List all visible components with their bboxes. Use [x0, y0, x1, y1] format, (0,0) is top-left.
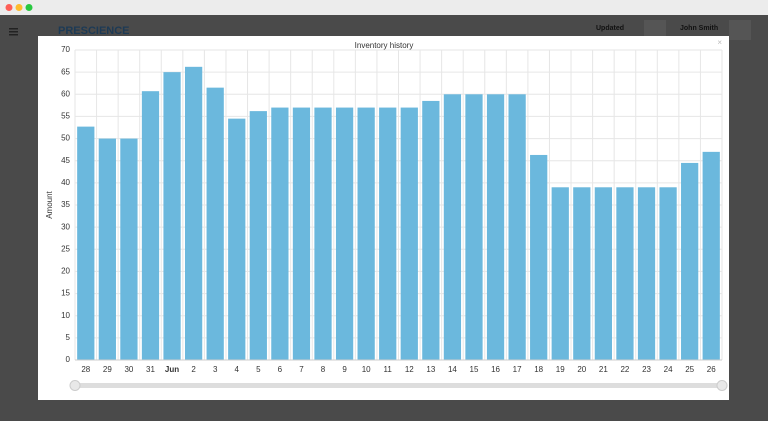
x-tick-label: 18 — [534, 365, 543, 374]
min-dot[interactable] — [15, 4, 23, 11]
x-tick-label: 24 — [664, 365, 673, 374]
x-tick-label: 7 — [299, 365, 304, 374]
scroll-handle-right[interactable] — [716, 380, 728, 391]
scrollbar[interactable] — [75, 383, 722, 388]
x-tick-label: 4 — [235, 365, 240, 374]
brand: PRESCIENCE — [58, 25, 130, 37]
x-tick-label: 31 — [146, 365, 155, 374]
y-tick-label: 60 — [61, 89, 70, 98]
bar — [681, 162, 699, 360]
bar — [530, 154, 548, 360]
x-tick-label: 19 — [556, 365, 565, 374]
x-tick-label: 13 — [426, 365, 435, 374]
bar — [637, 187, 656, 360]
y-tick-label: 65 — [61, 67, 70, 76]
bar — [249, 111, 267, 360]
bar — [551, 187, 569, 360]
y-tick-label: 70 — [61, 45, 70, 54]
x-tick-label: 26 — [707, 365, 716, 374]
user-name: John Smith — [680, 25, 718, 32]
y-tick-label: 45 — [61, 156, 70, 165]
y-tick-label: 55 — [61, 112, 70, 121]
bar — [594, 187, 613, 360]
x-tick-label: 20 — [577, 365, 586, 374]
y-tick-label: 15 — [61, 289, 70, 298]
max-dot[interactable] — [25, 4, 33, 11]
y-tick-label: 25 — [61, 244, 70, 253]
chart-title: Inventory history — [355, 41, 414, 50]
bar — [702, 151, 720, 360]
x-tick-label: 23 — [642, 365, 651, 374]
bar — [486, 94, 505, 361]
x-tick-label: 15 — [470, 365, 479, 374]
bar — [163, 72, 181, 361]
x-tick-label: 28 — [81, 365, 90, 374]
x-tick-label: 3 — [213, 365, 218, 374]
avatar[interactable] — [729, 20, 751, 40]
x-tick-label: 6 — [278, 365, 283, 374]
bar — [120, 138, 138, 360]
y-tick-label: 0 — [66, 355, 71, 364]
x-tick-label: 2 — [191, 365, 196, 374]
y-tick-label: 5 — [66, 333, 71, 342]
bar — [141, 91, 160, 360]
bar — [335, 107, 354, 360]
scroll-handle-left[interactable] — [69, 380, 81, 391]
x-tick-label: 10 — [362, 365, 371, 374]
x-tick-label: Jun — [165, 365, 179, 374]
status: Updated — [596, 25, 624, 32]
y-axis-label: Amount — [45, 190, 54, 218]
bar — [443, 94, 462, 361]
bar — [379, 107, 397, 360]
bar — [206, 87, 224, 361]
y-tick-label: 35 — [61, 200, 70, 209]
bar — [422, 100, 440, 360]
bar — [77, 126, 95, 360]
x-tick-label: 25 — [685, 365, 694, 374]
bar — [465, 94, 483, 361]
menu-icon[interactable] — [9, 28, 18, 36]
close-dot[interactable] — [5, 4, 13, 11]
bar — [292, 107, 311, 360]
x-tick-label: 21 — [599, 365, 608, 374]
bar — [228, 118, 246, 361]
x-tick-label: 5 — [256, 365, 261, 374]
bar — [573, 187, 591, 360]
x-tick-label: 29 — [103, 365, 112, 374]
x-tick-label: 17 — [513, 365, 522, 374]
x-tick-label: 8 — [321, 365, 326, 374]
y-tick-label: 20 — [61, 267, 70, 276]
x-tick-label: 9 — [342, 365, 347, 374]
bar — [184, 66, 203, 360]
avatar-box — [644, 20, 666, 40]
x-tick-label: 22 — [620, 365, 629, 374]
window-bar — [0, 0, 768, 15]
bar — [314, 107, 332, 360]
x-tick-label: 16 — [491, 365, 500, 374]
x-tick-label: 11 — [384, 365, 393, 374]
bar — [271, 107, 289, 360]
bar — [616, 187, 634, 360]
y-tick-label: 40 — [61, 178, 70, 187]
bar — [400, 107, 418, 360]
bar — [659, 187, 677, 360]
x-tick-label: 14 — [448, 365, 457, 374]
bar — [98, 138, 116, 360]
x-tick-label: 12 — [405, 365, 414, 374]
y-tick-label: 10 — [61, 311, 70, 320]
bar — [357, 107, 375, 360]
y-tick-label: 50 — [61, 134, 70, 143]
x-tick-label: 30 — [124, 365, 133, 374]
modal-close[interactable]: × — [717, 38, 722, 47]
y-tick-label: 30 — [61, 222, 70, 231]
bar — [508, 94, 526, 361]
